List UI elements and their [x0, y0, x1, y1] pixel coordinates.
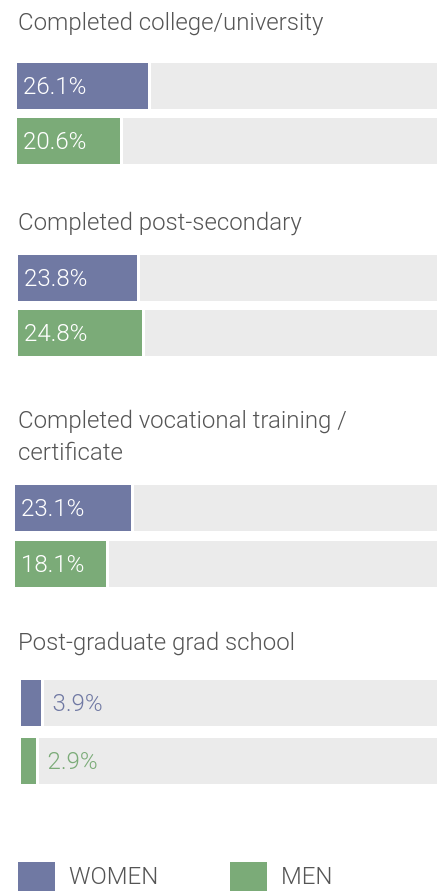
category-title: Completed vocational training / certific…: [18, 406, 347, 466]
bar: [21, 680, 41, 726]
bar: [18, 310, 142, 356]
legend-swatch: [230, 862, 267, 891]
value-label: 18.1%: [21, 550, 85, 578]
value-label: 23.1%: [21, 494, 85, 522]
track: [43, 680, 437, 726]
bar: [15, 541, 106, 587]
category-title: Completed college/university: [18, 8, 324, 36]
track: [145, 310, 437, 356]
track: [108, 541, 437, 587]
value-label: 23.8%: [24, 264, 88, 292]
value-label: 3.9%: [52, 689, 103, 717]
bar: [21, 738, 36, 784]
track: [133, 485, 437, 531]
value-label: 26.1%: [23, 72, 87, 100]
legend-label: WOMEN: [69, 862, 159, 890]
legend-label: MEN: [281, 862, 333, 890]
track: [140, 255, 437, 301]
bar: [17, 63, 148, 109]
legend-swatch: [18, 862, 55, 891]
track: [150, 63, 437, 109]
category-title: Completed post-secondary: [18, 208, 302, 236]
bar: [18, 255, 137, 301]
value-label: 2.9%: [47, 747, 98, 775]
category-title: Post-graduate grad school: [18, 628, 296, 656]
track: [123, 118, 437, 164]
value-label: 20.6%: [23, 127, 87, 155]
bar: [17, 118, 120, 164]
track: [38, 738, 437, 784]
bar: [15, 485, 131, 531]
value-label: 24.8%: [24, 319, 88, 347]
